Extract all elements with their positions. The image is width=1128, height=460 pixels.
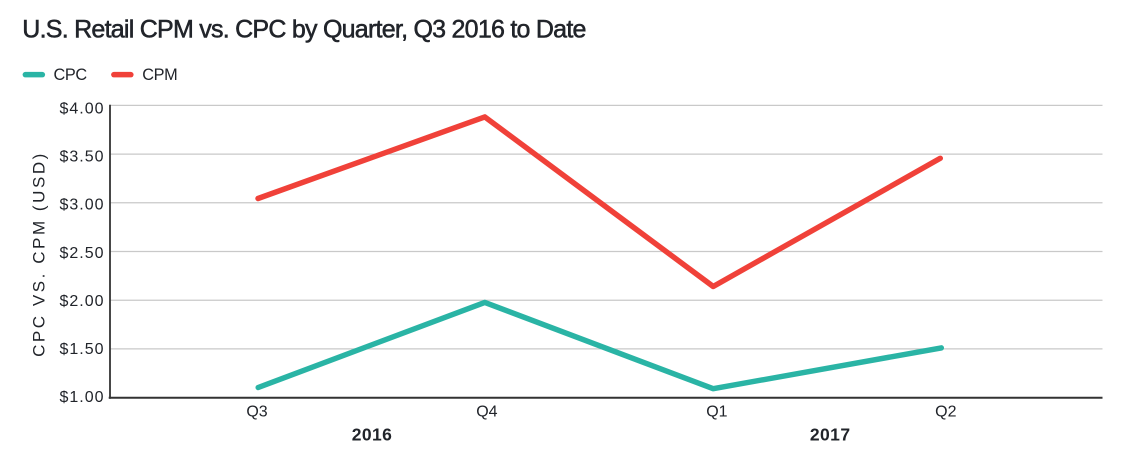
svg-text:Q2: Q2 (935, 404, 956, 421)
svg-text:$2.50: $2.50 (59, 245, 104, 262)
svg-text:2017: 2017 (810, 425, 851, 445)
svg-text:Q4: Q4 (476, 404, 497, 421)
svg-text:$1.00: $1.00 (59, 389, 104, 406)
svg-text:$1.50: $1.50 (59, 341, 104, 358)
svg-text:U.S. Retail CPM vs. CPC by Qua: U.S. Retail CPM vs. CPC by Quarter, Q3 2… (22, 16, 585, 44)
svg-text:CPM: CPM (142, 66, 177, 84)
svg-text:CPC: CPC (54, 66, 88, 84)
svg-text:2016: 2016 (352, 425, 393, 445)
svg-text:Q1: Q1 (706, 404, 727, 421)
svg-text:$4.00: $4.00 (59, 101, 104, 118)
svg-text:$3.00: $3.00 (59, 197, 104, 214)
svg-text:CPC VS. CPM (USD): CPC VS. CPM (USD) (30, 151, 49, 357)
svg-text:Q3: Q3 (246, 404, 267, 421)
svg-text:$2.00: $2.00 (59, 293, 104, 310)
svg-text:$3.50: $3.50 (59, 149, 104, 166)
